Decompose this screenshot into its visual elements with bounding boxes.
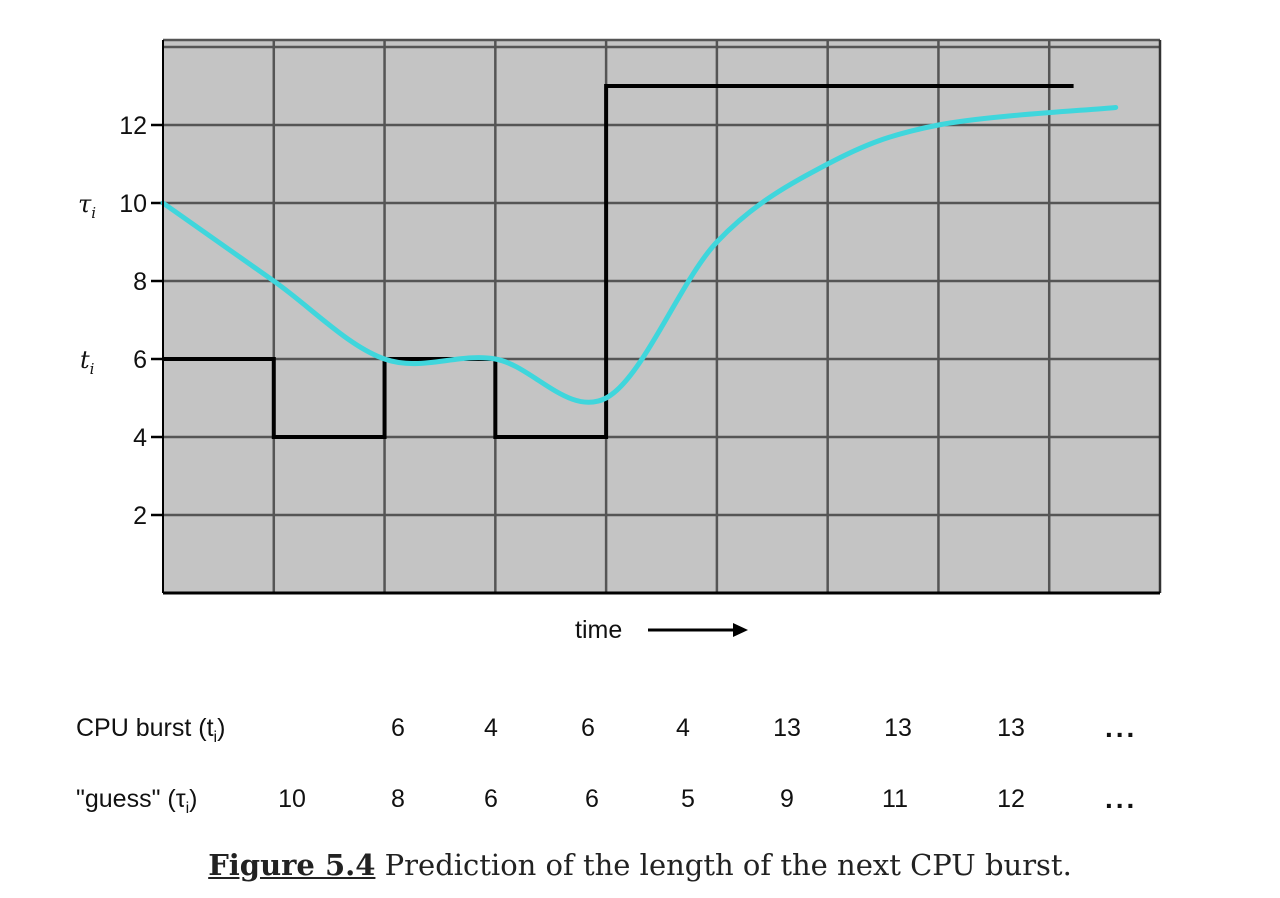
guess-value: 5 [681,785,695,813]
plot-background [163,40,1160,593]
burst-value: 13 [997,714,1025,742]
figure-number: Figure 5.4 [208,848,376,882]
cpu-burst-line [163,84,1074,439]
burst-ellipsis: ... [1105,712,1138,743]
y-tick-label: 6 [133,346,147,374]
burst-value: 4 [484,714,498,742]
burst-value: 4 [676,714,690,742]
grid [163,38,1162,593]
y-tick-label: 4 [133,424,147,452]
guess-value: 12 [997,785,1025,813]
figure-caption: Figure 5.4 Prediction of the length of t… [0,848,1280,882]
burst-value: 6 [581,714,595,742]
y-tick-label: 2 [133,502,147,530]
chart: 2 4 6 8 10 12 τi ti time [78,38,1162,644]
y-label-tau: τi [78,190,96,222]
guess-value: 6 [484,785,498,813]
guess-value: 11 [882,785,908,813]
y-axis: 2 4 6 8 10 12 [119,112,163,530]
guess-value: 8 [391,785,405,813]
burst-value: 13 [773,714,801,742]
y-tick-label: 8 [133,268,147,296]
guess-value: 6 [585,785,599,813]
guess-curve [160,104,1119,405]
x-axis-label: time [575,616,622,644]
burst-row-label: CPU burst (ti) [76,714,226,746]
burst-value: 6 [391,714,405,742]
caption-text: Prediction of the length of the next CPU… [375,848,1072,882]
y-tick-label: 10 [119,190,147,218]
time-arrow-icon [648,623,748,637]
guess-row-label: "guess" (τi) [76,785,198,817]
y-tick-label: 12 [119,112,147,140]
y-label-t: ti [80,346,95,378]
burst-value: 13 [884,714,912,742]
guess-ellipsis: ... [1105,783,1138,814]
guess-value: 9 [780,785,794,813]
guess-value: 10 [278,785,306,813]
